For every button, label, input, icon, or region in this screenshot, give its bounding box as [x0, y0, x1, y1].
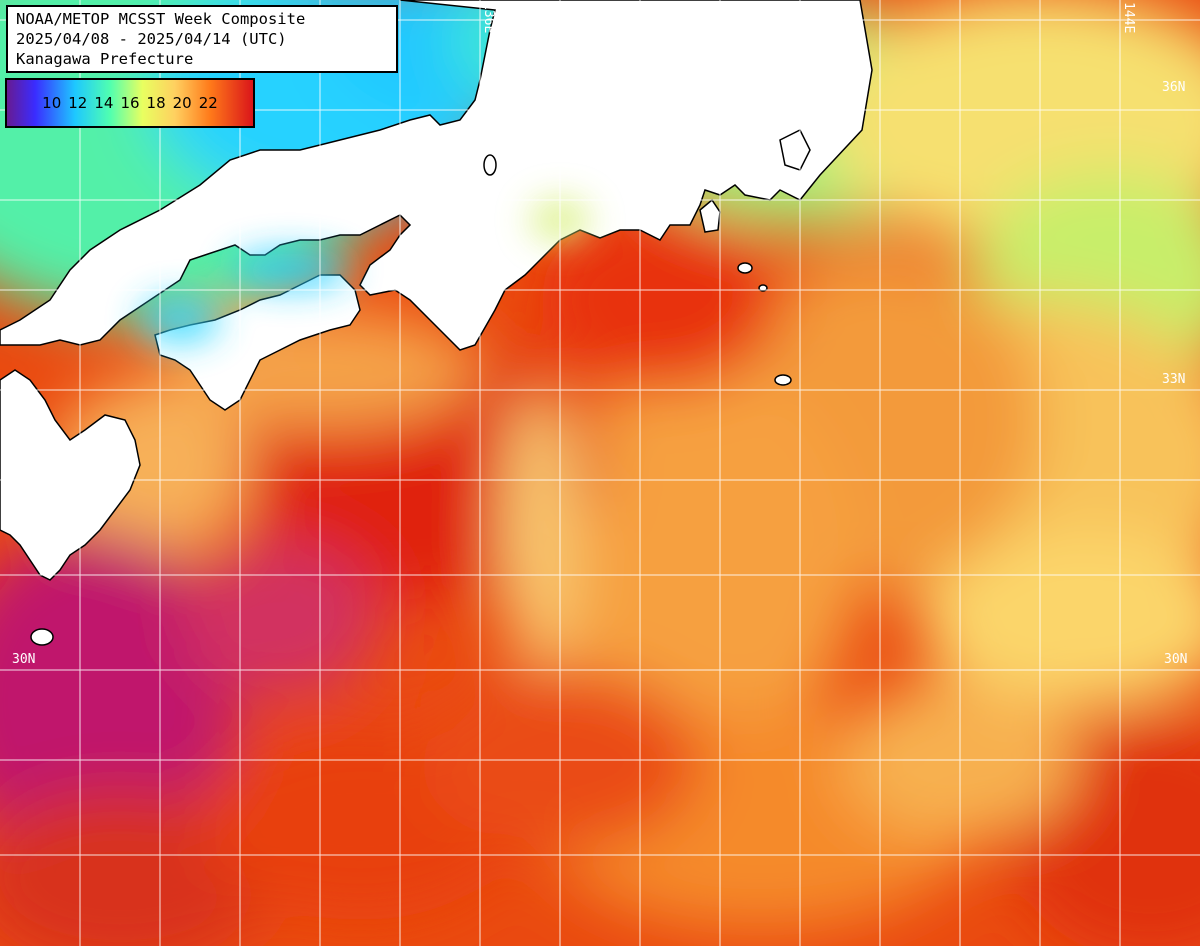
legend-label: 20	[172, 94, 192, 112]
land	[0, 0, 873, 646]
legend-label: 14	[94, 94, 114, 112]
land-boso	[779, 128, 811, 171]
lat-label-30n-left: 30N	[12, 652, 36, 667]
lon-label-136e: 136E	[481, 2, 496, 34]
title-line-1: NOAA/METOP MCSST Week Composite	[16, 10, 306, 28]
lat-label-36n: 36N	[1162, 80, 1186, 95]
legend-label: 22	[198, 94, 218, 112]
legend-label: 10	[42, 94, 62, 112]
land-island	[30, 628, 54, 646]
land-kyushu	[0, 369, 141, 581]
temperature-legend: 10 12 14 16 18 20 22	[5, 78, 255, 128]
title-line-3: Kanagawa Prefecture	[16, 50, 194, 68]
map-title-box: NOAA/METOP MCSST Week Composite 2025/04/0…	[6, 5, 398, 73]
lon-label-144e: 144E	[1121, 2, 1136, 34]
land-shikoku	[154, 274, 361, 411]
land-island	[483, 154, 497, 176]
land-island	[774, 374, 792, 386]
legend-label: 16	[120, 94, 140, 112]
land-honshu	[0, 0, 873, 351]
legend-colorbar	[5, 78, 255, 128]
legend-label: 12	[68, 94, 88, 112]
land-island	[737, 262, 753, 274]
lat-label-33n: 33N	[1162, 372, 1186, 387]
lat-label-30n-right: 30N	[1164, 652, 1188, 667]
land-izu	[699, 198, 721, 233]
title-line-2: 2025/04/08 - 2025/04/14 (UTC)	[16, 30, 287, 48]
legend-label: 18	[146, 94, 166, 112]
